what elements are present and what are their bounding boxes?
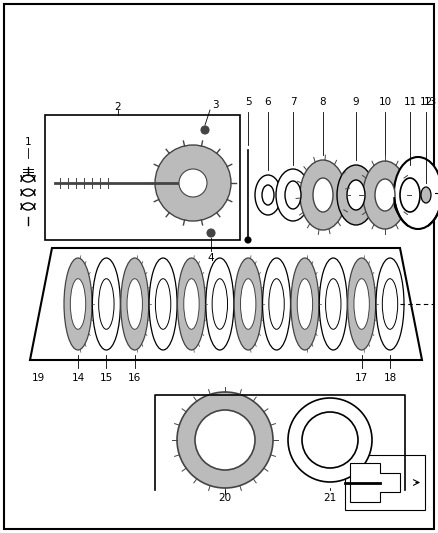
- Text: 1: 1: [25, 137, 31, 147]
- Ellipse shape: [291, 258, 319, 350]
- Ellipse shape: [121, 258, 149, 350]
- Ellipse shape: [421, 187, 431, 203]
- Ellipse shape: [363, 161, 407, 229]
- Ellipse shape: [127, 279, 142, 329]
- Text: 12: 12: [419, 97, 433, 107]
- Ellipse shape: [201, 126, 209, 134]
- Text: 8: 8: [320, 97, 326, 107]
- Ellipse shape: [64, 258, 92, 350]
- Ellipse shape: [262, 258, 290, 350]
- Ellipse shape: [177, 258, 205, 350]
- Ellipse shape: [297, 279, 313, 329]
- Text: 9: 9: [353, 97, 359, 107]
- Text: 4: 4: [208, 253, 214, 263]
- Ellipse shape: [245, 237, 251, 243]
- Ellipse shape: [319, 258, 347, 350]
- Ellipse shape: [300, 160, 346, 230]
- Ellipse shape: [149, 258, 177, 350]
- Ellipse shape: [71, 279, 86, 329]
- Text: 15: 15: [100, 373, 113, 383]
- Text: 21: 21: [323, 493, 337, 503]
- Ellipse shape: [337, 165, 375, 225]
- Ellipse shape: [155, 145, 231, 221]
- Ellipse shape: [354, 279, 369, 329]
- Ellipse shape: [184, 279, 199, 329]
- Text: 3: 3: [212, 100, 218, 110]
- Ellipse shape: [376, 258, 404, 350]
- Ellipse shape: [262, 185, 274, 205]
- Text: 16: 16: [128, 373, 141, 383]
- Ellipse shape: [92, 258, 120, 350]
- Ellipse shape: [375, 179, 395, 211]
- Ellipse shape: [347, 180, 365, 210]
- Ellipse shape: [394, 157, 438, 229]
- Ellipse shape: [285, 181, 301, 209]
- Text: 20: 20: [219, 493, 232, 503]
- Ellipse shape: [269, 279, 284, 329]
- Ellipse shape: [325, 279, 341, 329]
- Text: 11: 11: [403, 97, 417, 107]
- Ellipse shape: [195, 410, 255, 470]
- Text: 7: 7: [290, 97, 297, 107]
- Text: 18: 18: [383, 373, 397, 383]
- Text: 14: 14: [71, 373, 85, 383]
- Text: 5: 5: [245, 97, 251, 107]
- Ellipse shape: [179, 169, 207, 197]
- Text: 19: 19: [32, 373, 45, 383]
- Text: 17: 17: [355, 373, 368, 383]
- Ellipse shape: [99, 279, 114, 329]
- Ellipse shape: [255, 175, 281, 215]
- Polygon shape: [350, 463, 400, 502]
- Ellipse shape: [177, 392, 273, 488]
- Text: 2: 2: [115, 102, 121, 112]
- Ellipse shape: [155, 279, 171, 329]
- Bar: [345, 455, 425, 510]
- Ellipse shape: [302, 412, 358, 468]
- Ellipse shape: [234, 258, 262, 350]
- Ellipse shape: [206, 258, 234, 350]
- Bar: [45, 115, 240, 240]
- Ellipse shape: [348, 258, 376, 350]
- Ellipse shape: [382, 279, 398, 329]
- Polygon shape: [30, 248, 422, 360]
- Text: 13: 13: [424, 97, 437, 107]
- Ellipse shape: [400, 178, 420, 212]
- Ellipse shape: [207, 229, 215, 237]
- Ellipse shape: [288, 398, 372, 482]
- Bar: [408, 223, 428, 233]
- Ellipse shape: [240, 279, 256, 329]
- Ellipse shape: [313, 178, 333, 212]
- Ellipse shape: [276, 169, 310, 221]
- Ellipse shape: [212, 279, 227, 329]
- Ellipse shape: [393, 169, 427, 221]
- Text: 6: 6: [265, 97, 271, 107]
- Text: 10: 10: [378, 97, 392, 107]
